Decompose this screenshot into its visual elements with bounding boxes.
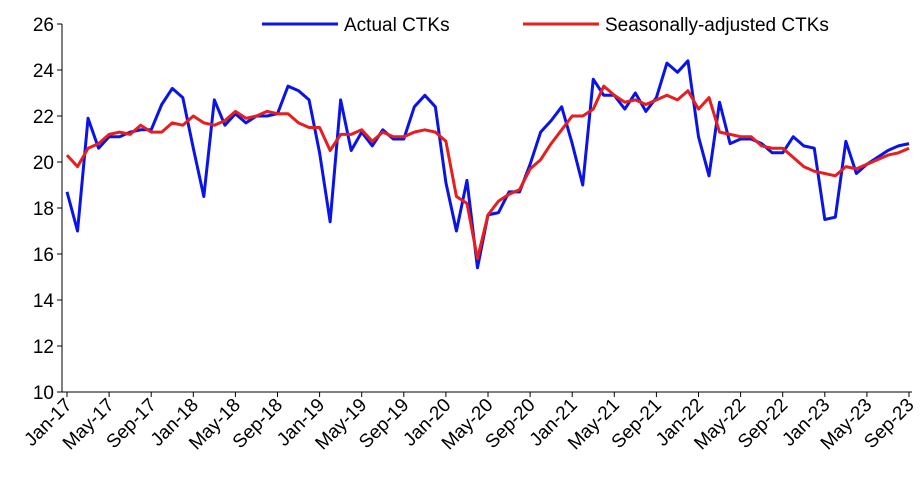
series-line — [65, 84, 910, 261]
legend-label: Seasonally-adjusted CTKs — [605, 15, 829, 36]
series-line — [65, 59, 910, 270]
y-tick-label: 10 — [33, 383, 54, 404]
y-tick-label: 24 — [33, 61, 55, 82]
y-tick-label: 26 — [33, 15, 54, 36]
y-tick-label: 22 — [33, 107, 54, 128]
y-tick-label: 12 — [33, 337, 54, 358]
y-tick-label: 18 — [33, 199, 54, 220]
y-tick-label: 16 — [33, 245, 54, 266]
y-tick-label: 20 — [33, 153, 54, 174]
legend-label: Actual CTKs — [344, 15, 450, 36]
y-tick-label: 14 — [33, 291, 55, 312]
